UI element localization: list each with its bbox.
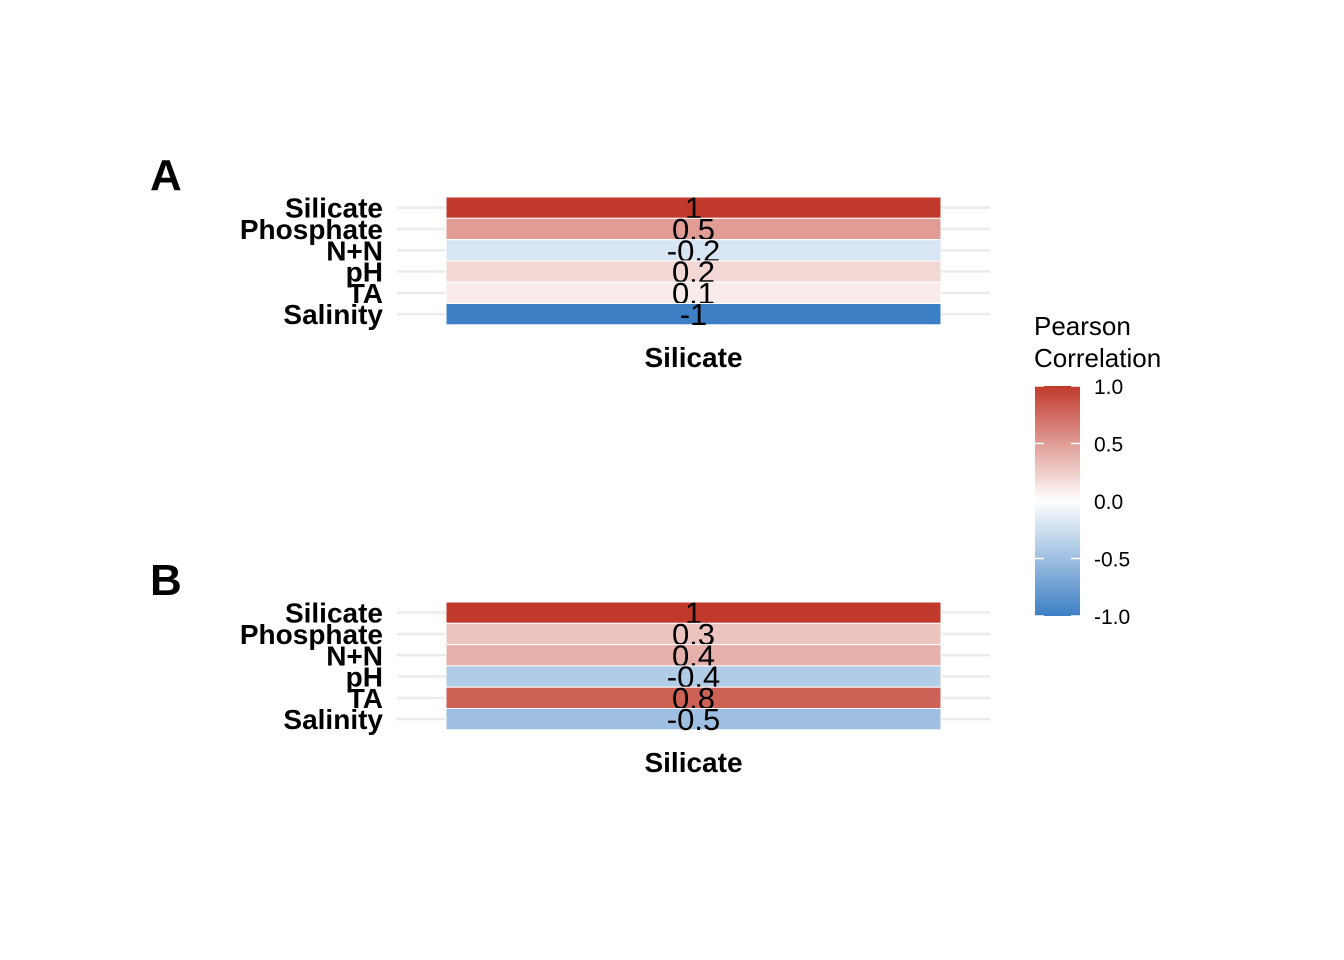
legend-tick-label: 0.0	[1094, 491, 1123, 514]
cell-value-label: -0.5	[667, 702, 720, 737]
row-label: Silicate	[285, 193, 383, 224]
cell-value-label: -1	[680, 297, 708, 332]
row-label: Salinity	[283, 704, 383, 735]
panel-tag: A	[150, 151, 182, 200]
legend-ticks: 1.0 0.5 0.0 -0.5 -1.0	[1035, 376, 1130, 629]
panel-tag: B	[150, 556, 182, 605]
legend-title-line1: Pearson	[1034, 311, 1131, 341]
row-label: pH	[346, 257, 383, 288]
cell-value-label: 1	[685, 191, 702, 226]
legend-tick-label: 1.0	[1094, 376, 1123, 399]
column-label: Silicate	[644, 342, 742, 373]
legend-tick-label: -0.5	[1094, 549, 1130, 572]
column-label: Silicate	[644, 747, 742, 778]
row-label: Phosphate	[240, 214, 383, 245]
heatmap-tile	[445, 303, 942, 326]
row-label: Silicate	[285, 598, 383, 629]
legend-title-line2: Correlation	[1034, 343, 1161, 373]
cell-value-label: 1	[685, 596, 702, 631]
row-label: N+N	[326, 640, 383, 671]
row-label: N+N	[326, 235, 383, 266]
color-legend: Pearson Correlation 1.0 0.5 0.0 -0.5 -1.0	[1034, 311, 1161, 629]
row-label: Phosphate	[240, 619, 383, 650]
row-label: TA	[348, 683, 383, 714]
legend-tick-label: -1.0	[1094, 606, 1130, 629]
row-label: TA	[348, 278, 383, 309]
row-label: pH	[346, 662, 383, 693]
heatmap-tile	[445, 708, 942, 731]
row-label: Salinity	[283, 299, 383, 330]
legend-tick-label: 0.5	[1094, 434, 1123, 457]
